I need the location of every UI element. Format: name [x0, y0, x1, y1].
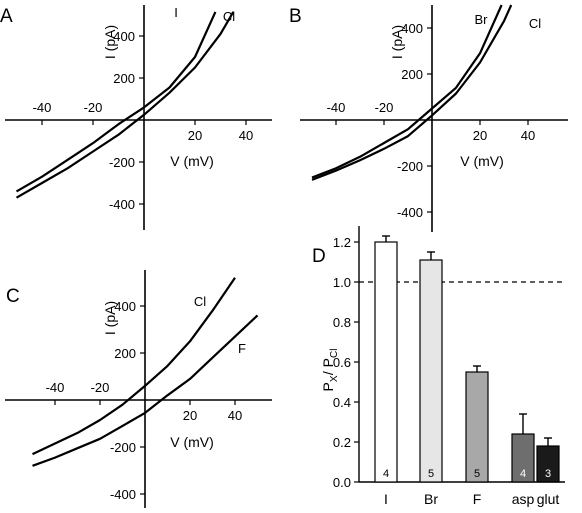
y-tick-label: -400 — [109, 197, 135, 212]
bar-br — [419, 259, 443, 483]
y-tick-label: -200 — [397, 159, 423, 174]
bar-glut — [536, 445, 560, 483]
y-tick-label: -200 — [109, 155, 135, 170]
bar-n-label: 4 — [520, 468, 526, 480]
y-tick-label: -400 — [110, 487, 136, 502]
x-tick-label: -20 — [84, 100, 103, 115]
x-axis-label: V (mV) — [170, 434, 214, 450]
series-label-f: F — [238, 341, 246, 356]
y-tick-label: 0.0 — [333, 475, 351, 490]
bar-n-label: 3 — [545, 468, 551, 480]
x-tick-label: 20 — [183, 408, 197, 423]
x-tick-label: 40 — [228, 408, 242, 423]
y-tick-label: 200 — [113, 71, 135, 86]
y-tick-label: -400 — [397, 205, 423, 220]
y-axis-label: I (pA) — [389, 25, 405, 59]
bar-n-label: 5 — [428, 468, 434, 480]
panel-letter: A — [0, 6, 13, 27]
trace-br — [311, 4, 503, 179]
x-tick-label: -40 — [46, 380, 65, 395]
x-axis-label: V (mV) — [170, 153, 214, 169]
panel-letter: D — [312, 246, 326, 267]
trace-cl — [32, 277, 236, 456]
category-label: F — [473, 491, 482, 507]
x-tick-label: 20 — [188, 128, 202, 143]
bar-i — [374, 241, 398, 483]
series-label-cl: Cl — [194, 294, 206, 309]
bar-asp — [511, 433, 535, 483]
panel-d: D 0.0 0.2 0.4 0.6 0.8 1.0 1.2 PX / PCl 4 I 5 Br 5 F 4 a… — [312, 226, 565, 507]
x-axis-label: V (mV) — [460, 153, 504, 169]
category-label: I — [384, 491, 388, 507]
x-tick-label: 40 — [239, 128, 253, 143]
x-tick-label: -40 — [33, 100, 52, 115]
y-tick-label: 400 — [113, 29, 135, 44]
trace-f — [32, 314, 259, 467]
y-tick-label: 400 — [401, 21, 423, 36]
series-label-cl: Cl — [529, 16, 541, 31]
y-tick-label: 0.2 — [333, 435, 351, 450]
bar-n-label: 5 — [474, 468, 480, 480]
category-label: glut — [537, 491, 560, 507]
series-label-i: I — [174, 5, 178, 20]
x-tick-label: 20 — [473, 128, 487, 143]
bar-f — [465, 371, 489, 483]
bar-n-label: 4 — [383, 468, 389, 480]
y-tick-label: -200 — [110, 440, 136, 455]
trace-i — [15, 11, 217, 193]
y-tick-label: 0.8 — [333, 315, 351, 330]
x-tick-label: -20 — [91, 380, 110, 395]
category-label: Br — [424, 491, 438, 507]
category-label: asp — [512, 491, 535, 507]
y-tick-label: 200 — [114, 346, 136, 361]
y-tick-label: 1.2 — [333, 235, 351, 250]
y-tick-label: 1.0 — [333, 275, 351, 290]
y-tick-label: 400 — [114, 299, 136, 314]
panel-letter: B — [289, 6, 302, 27]
y-axis-label: I (pA) — [102, 301, 118, 335]
y-axis-label: PX / PCl — [320, 349, 340, 392]
y-tick-label: 200 — [401, 67, 423, 82]
trace-cl — [311, 4, 513, 181]
y-axis-label: I (pA) — [102, 25, 118, 59]
trace-cl — [15, 11, 235, 199]
x-tick-label: 40 — [521, 128, 535, 143]
y-tick-label: 0.4 — [333, 395, 351, 410]
series-label-cl: Cl — [223, 9, 235, 24]
y-tick-label: 0.6 — [333, 355, 351, 370]
series-label-br: Br — [475, 12, 489, 27]
panel-letter: C — [6, 286, 20, 307]
x-tick-label: -20 — [375, 100, 394, 115]
x-tick-label: -40 — [327, 100, 346, 115]
